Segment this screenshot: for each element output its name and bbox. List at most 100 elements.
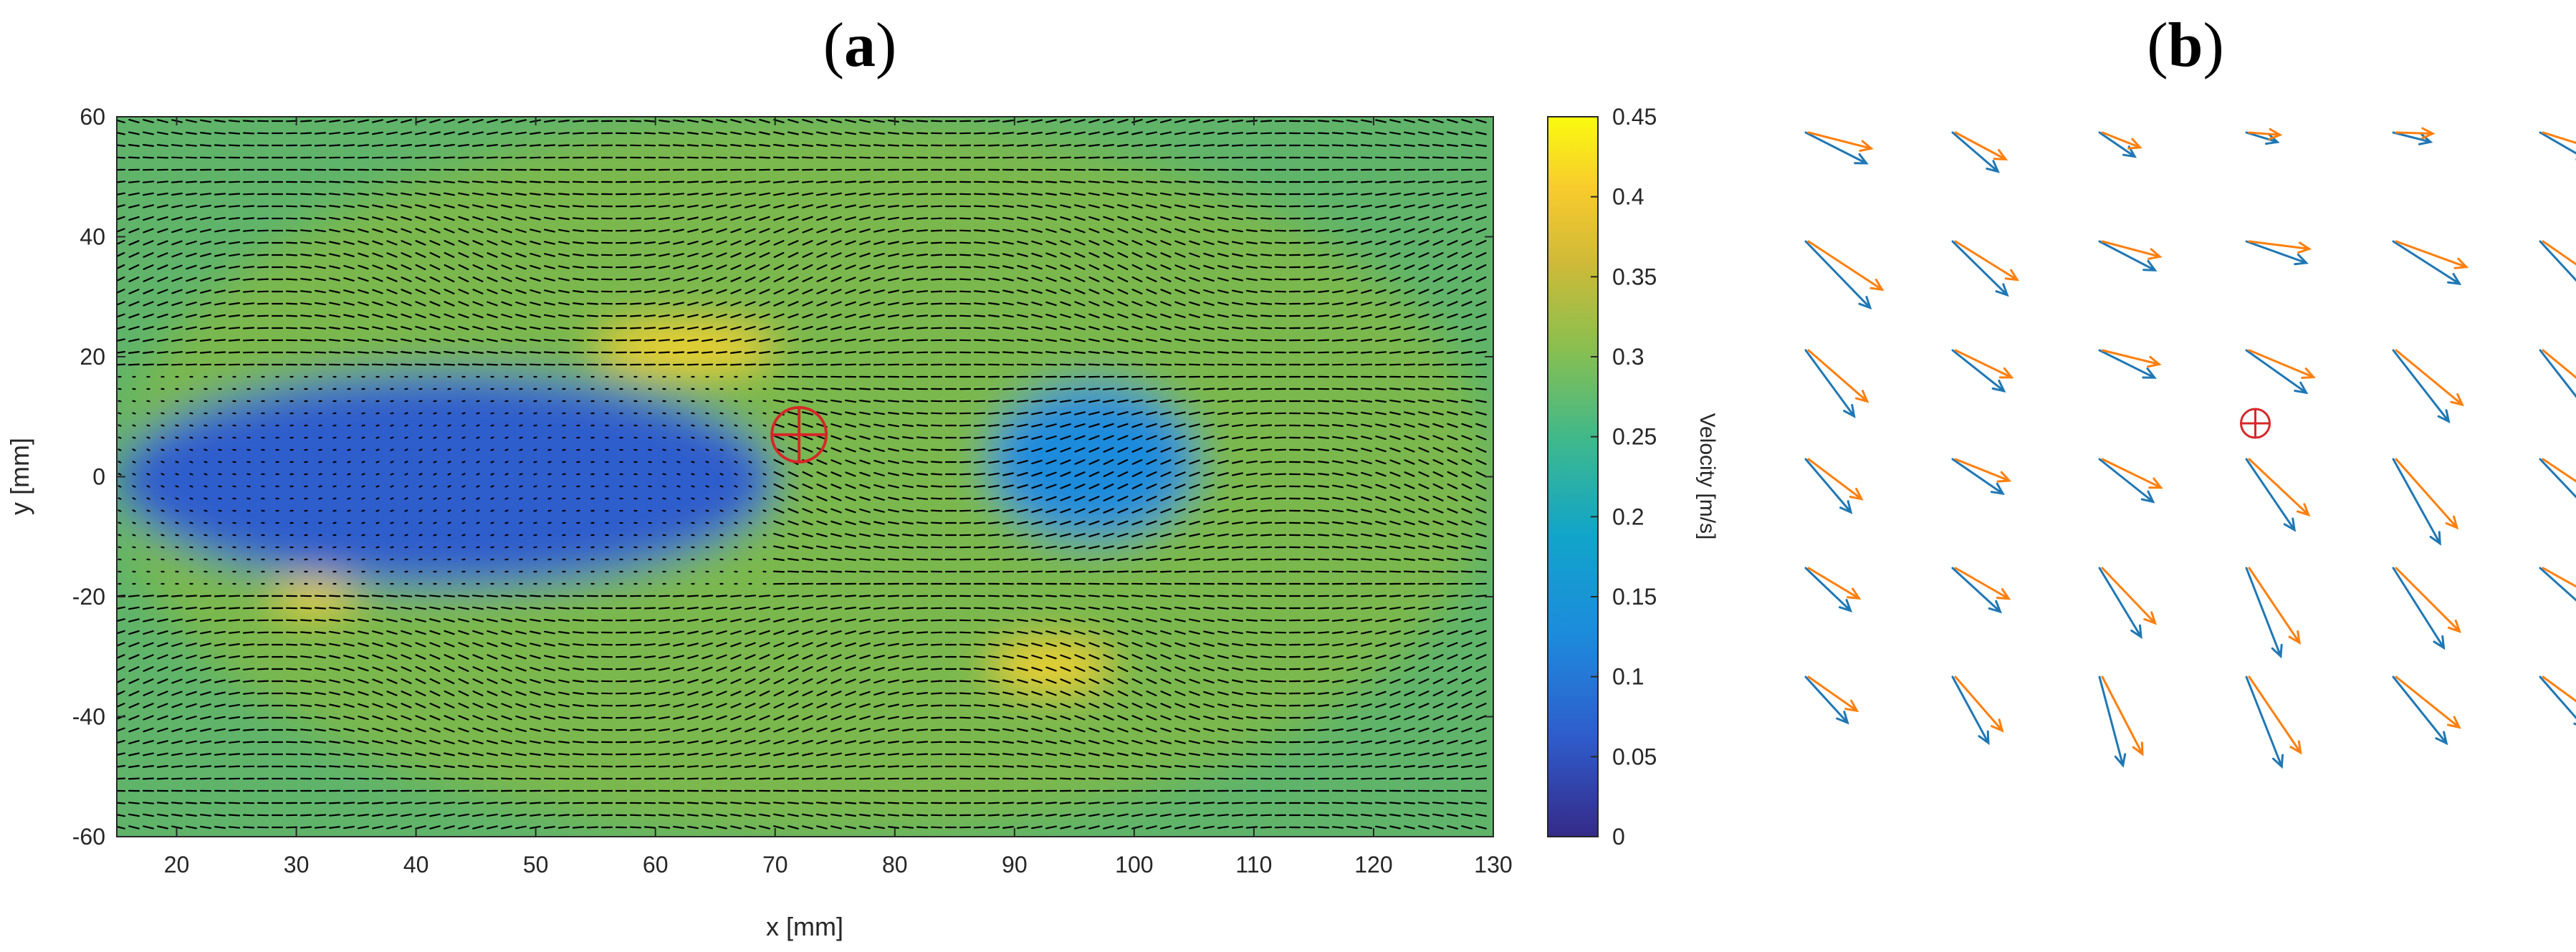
quiver-arrow xyxy=(1954,567,2011,600)
quiver-arrow xyxy=(2392,675,2448,746)
quiver-arrow xyxy=(1807,131,1874,152)
quiver-arrow xyxy=(1804,349,1856,418)
colorbar-tick-label: 0.25 xyxy=(1612,424,1657,450)
quiver-arrow xyxy=(2098,349,2157,379)
x-tick-label: 40 xyxy=(403,852,429,878)
colorbar-tick-label: 0.05 xyxy=(1612,744,1657,769)
quiver-arrow xyxy=(2395,458,2459,530)
colorbar-tick-label: 0.15 xyxy=(1612,584,1657,610)
quiver-arrow xyxy=(1954,349,2014,379)
quiver-arrow xyxy=(2248,675,2302,755)
x-tick-label: 80 xyxy=(882,852,908,878)
x-tick-label: 20 xyxy=(164,852,190,878)
quiver-arrow xyxy=(2248,240,2312,254)
quiver-arrow xyxy=(2248,567,2301,645)
quiver-arrow xyxy=(2245,131,2280,145)
colorbar-gradient xyxy=(1547,116,1599,837)
quiver-arrow xyxy=(2542,131,2576,144)
colorbar-tick-label: 0.3 xyxy=(1612,344,1644,370)
quiver-arrow xyxy=(2395,675,2461,729)
quiver-arrow xyxy=(2245,240,2309,266)
quiver-arrow xyxy=(1951,349,2006,393)
y-tick-label: 60 xyxy=(80,104,105,130)
colorbar-tick-label: 0.35 xyxy=(1612,264,1657,289)
quiver-arrow xyxy=(2245,567,2283,659)
y-tick-label: -60 xyxy=(72,824,105,850)
quiver-arrow xyxy=(2101,567,2157,625)
quiver-arrow xyxy=(2539,349,2576,398)
x-tick-label: 90 xyxy=(1002,852,1028,878)
y-tick-label: -20 xyxy=(72,584,105,610)
colorbar-tick-label: 0.45 xyxy=(1612,104,1657,130)
quiver-arrow xyxy=(1954,131,2008,161)
quiver-arrow xyxy=(2101,240,2163,260)
quiver-arrow xyxy=(2245,349,2309,395)
x-tick-label: 70 xyxy=(762,852,788,878)
quiver-arrow xyxy=(2098,458,2155,504)
quiver-arrow xyxy=(2395,567,2461,633)
quiver-arrow xyxy=(1951,240,2009,297)
colorbar-tick-label: 0.2 xyxy=(1612,504,1644,529)
quiver-arrows xyxy=(1804,127,2576,769)
x-tick-label: 130 xyxy=(1474,852,1512,878)
quiver-arrow xyxy=(1807,240,1885,292)
quiver-arrow xyxy=(2101,131,2142,150)
colorbar-ticks: 0 0.05 0.1 0.15 0.2 0.25 0.3 0.35 0.4 0.45 xyxy=(1591,104,1657,850)
velocity-vectors xyxy=(117,119,1488,830)
quiver-arrow xyxy=(1804,131,1869,165)
y-tick-label: 20 xyxy=(80,344,105,370)
quiver-arrow xyxy=(1951,567,2003,614)
quiver-arrow xyxy=(2395,127,2436,140)
velocity-vector-grid xyxy=(117,119,1488,830)
x-tick-label: 60 xyxy=(643,852,669,878)
quiver-arrow xyxy=(2542,458,2576,483)
quiver-arrow xyxy=(2542,675,2576,703)
velocity-region xyxy=(272,582,357,611)
x-tick-label: 100 xyxy=(1115,852,1153,878)
colorbar-tick-label: 0.1 xyxy=(1612,664,1644,690)
x-axis-label: x [mm] xyxy=(766,912,843,941)
quiver-arrow xyxy=(2539,567,2576,602)
quiver-arrow xyxy=(2542,349,2576,379)
panel-b-label: (b) xyxy=(2147,11,2224,80)
quiver-arrow xyxy=(1804,567,1853,612)
quiver-arrow xyxy=(2392,567,2446,650)
quiver-arrow xyxy=(1951,131,2000,173)
x-tick-label: 120 xyxy=(1354,852,1392,878)
x-tick-label: 110 xyxy=(1235,852,1272,878)
x-axis-ticks: 20 30 40 50 60 70 80 90 100 110 120 130 xyxy=(164,117,1513,878)
velocity-region xyxy=(117,375,775,585)
colorbar-tick-label: 0.4 xyxy=(1612,184,1644,210)
quiver-arrow xyxy=(1807,675,1859,713)
quiver-arrow xyxy=(2392,458,2441,546)
quiver-arrow xyxy=(1807,458,1864,501)
quiver-arrow xyxy=(2245,458,2297,532)
quiver-arrow xyxy=(2539,240,2576,282)
quiver-arrow xyxy=(1951,458,2005,496)
x-tick-label: 50 xyxy=(523,852,549,878)
y-tick-label: 0 xyxy=(92,464,105,490)
quiver-arrow xyxy=(2098,240,2158,271)
quiver-arrow xyxy=(1954,240,2020,282)
quiver-arrow xyxy=(2098,675,2127,768)
quiver-arrow xyxy=(2539,458,2576,499)
quiver-arrow xyxy=(2539,675,2576,726)
quiver-arrow xyxy=(1951,675,1990,746)
quiver-arrow xyxy=(1807,349,1869,403)
x-tick-label: 30 xyxy=(284,852,310,878)
quiver-arrow xyxy=(1804,675,1849,725)
quiver-arrow xyxy=(2098,567,2142,640)
velocity-region xyxy=(595,327,775,369)
quiver-arrow xyxy=(1804,458,1853,514)
quiver-arrow xyxy=(2245,675,2284,769)
quiver-arrow xyxy=(2392,349,2451,424)
panel-a-label: (a) xyxy=(823,11,897,80)
quiver-arrow xyxy=(2395,349,2464,407)
y-axis-label: y [mm] xyxy=(5,438,34,515)
colorbar-tick-label: 0 xyxy=(1612,824,1625,850)
quiver-arrow xyxy=(2098,131,2137,158)
quiver-arrow xyxy=(2539,131,2576,160)
quiver-arrow xyxy=(1954,675,2004,733)
vector-comparison-chart xyxy=(1804,127,2576,769)
